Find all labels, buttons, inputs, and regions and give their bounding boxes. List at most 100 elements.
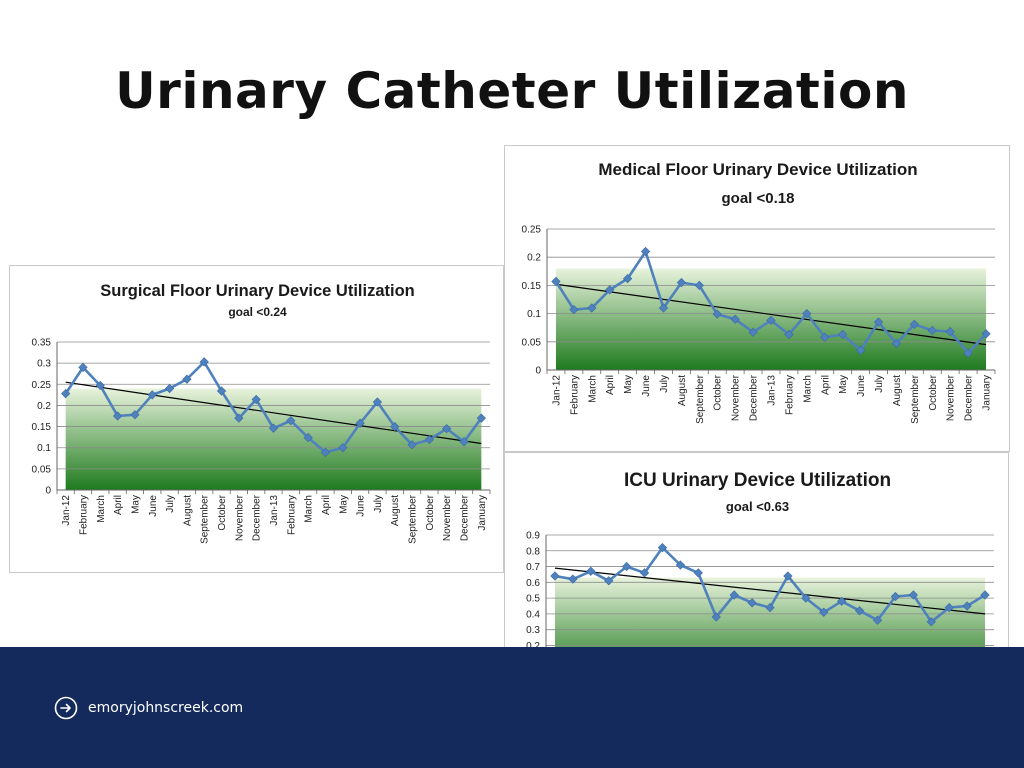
icu-data-point	[872, 615, 883, 625]
medical-xtick-label: April	[820, 375, 831, 395]
icu-chart-subtitle: goal <0.63	[726, 499, 789, 514]
medical-data-point	[694, 280, 704, 291]
surgical-floor-chart: Surgical Floor Urinary Device Utilizatio…	[9, 265, 504, 573]
surgical-chart-subtitle: goal <0.24	[228, 305, 287, 319]
medical-data-point	[945, 327, 955, 337]
icu-data-point	[944, 602, 954, 613]
surgical-data-point	[320, 447, 331, 457]
icu-ytick-label: 0.5	[526, 594, 540, 605]
surgical-xtick-label: July	[165, 495, 176, 513]
surgical-xtick-label: February	[286, 495, 297, 535]
surgical-data-point	[390, 421, 400, 432]
medical-ytick-label: 0.15	[522, 281, 542, 292]
surgical-data-point	[338, 443, 348, 453]
medical-data-point	[963, 348, 973, 358]
surgical-xtick-label: May	[130, 495, 141, 514]
icu-data-point	[890, 591, 901, 602]
icu-data-point	[693, 568, 703, 578]
surgical-data-point	[112, 411, 123, 421]
surgical-ytick-label: 0.25	[32, 380, 52, 391]
surgical-xtick-label: November	[442, 494, 453, 541]
surgical-data-point	[234, 413, 244, 423]
medical-xtick-label: May	[838, 375, 849, 394]
surgical-xtick-label: March	[304, 495, 315, 523]
icu-data-point	[657, 542, 668, 553]
medical-xtick-label: April	[605, 375, 616, 395]
medical-ytick-label: 0.25	[522, 225, 542, 236]
medical-xtick-label: March	[587, 375, 598, 403]
surgical-xtick-label: Jan-13	[269, 495, 280, 526]
surgical-xtick-label: April	[321, 495, 332, 515]
icu-ytick-label: 0.2	[526, 641, 540, 652]
surgical-xtick-label: November	[234, 494, 245, 541]
medical-data-point	[766, 315, 776, 325]
footer-link[interactable]: emoryjohnscreek.com	[54, 696, 243, 720]
icu-data-point	[908, 590, 918, 600]
surgical-data-point	[199, 357, 209, 367]
icu-ytick-label: 0.7	[526, 562, 540, 573]
medical-ytick-label: 0	[535, 366, 541, 377]
medical-data-point	[640, 246, 651, 257]
medical-xtick-label: February	[784, 375, 795, 415]
surgical-xtick-label: December	[460, 494, 471, 541]
medical-xtick-label: July	[874, 375, 885, 393]
medical-data-point	[784, 329, 794, 340]
surgical-data-point	[476, 413, 486, 423]
icu-ytick-label: 0.8	[526, 546, 540, 557]
surgical-goal-band	[65, 388, 482, 490]
medical-xtick-label: September	[910, 374, 921, 424]
icu-data-point	[568, 574, 578, 584]
surgical-data-point	[442, 424, 452, 434]
medical-xtick-label: Jan-13	[767, 375, 778, 406]
surgical-xtick-label: April	[113, 495, 124, 515]
surgical-data-point	[164, 383, 175, 394]
icu-trend-line	[554, 567, 986, 615]
surgical-data-point	[61, 388, 71, 399]
icu-data-point	[801, 593, 811, 603]
icu-data-point	[675, 560, 686, 570]
icu-data-point	[783, 571, 793, 581]
icu-data-point	[819, 607, 829, 617]
surgical-xtick-label: August	[182, 495, 193, 526]
icu-data-point	[962, 601, 972, 611]
surgical-xtick-label: January	[477, 495, 488, 531]
surgical-chart-svg: Surgical Floor Urinary Device Utilizatio…	[32, 282, 491, 544]
icu-data-point	[550, 571, 560, 581]
medical-ytick-label: 0.2	[527, 253, 541, 264]
medical-data-point	[587, 303, 597, 313]
medical-chart-title: Medical Floor Urinary Device Utilization	[598, 160, 917, 179]
medical-data-point	[730, 314, 740, 324]
medical-xtick-label: November	[946, 374, 957, 421]
medical-xtick-label: October	[928, 374, 939, 410]
surgical-data-point	[268, 423, 279, 433]
medical-data-point	[748, 327, 758, 337]
icu-data-point	[711, 612, 721, 622]
medical-data-point	[676, 277, 687, 288]
arrow-circle-icon	[54, 696, 78, 720]
icu-ytick-label: 0.9	[526, 531, 540, 542]
surgical-chart-title: Surgical Floor Urinary Device Utilizatio…	[100, 282, 415, 300]
surgical-xtick-label: March	[96, 495, 107, 523]
surgical-xtick-label: August	[390, 495, 401, 526]
medical-xtick-label: September	[695, 374, 706, 424]
medical-data-point	[855, 345, 866, 355]
icu-data-point	[747, 598, 757, 608]
surgical-data-point	[182, 374, 192, 384]
surgical-xtick-label: September	[408, 494, 419, 544]
medical-xtick-label: February	[569, 375, 580, 415]
surgical-data-point	[407, 440, 417, 450]
surgical-ytick-label: 0.1	[37, 443, 51, 454]
medical-data-point	[551, 276, 561, 287]
medical-xtick-label: Jan-12	[551, 375, 562, 406]
medical-xtick-label: May	[623, 375, 634, 394]
icu-data-point	[729, 590, 739, 600]
medical-chart-subtitle: goal <0.18	[722, 190, 795, 207]
surgical-ytick-label: 0.15	[32, 422, 52, 433]
surgical-ytick-label: 0	[45, 486, 51, 497]
medical-xtick-label: December	[964, 374, 975, 421]
surgical-data-point	[424, 435, 435, 445]
medical-xtick-label: March	[802, 375, 813, 403]
surgical-ytick-label: 0.35	[32, 338, 52, 349]
surgical-data-point	[286, 416, 296, 426]
surgical-xtick-label: February	[78, 495, 89, 535]
